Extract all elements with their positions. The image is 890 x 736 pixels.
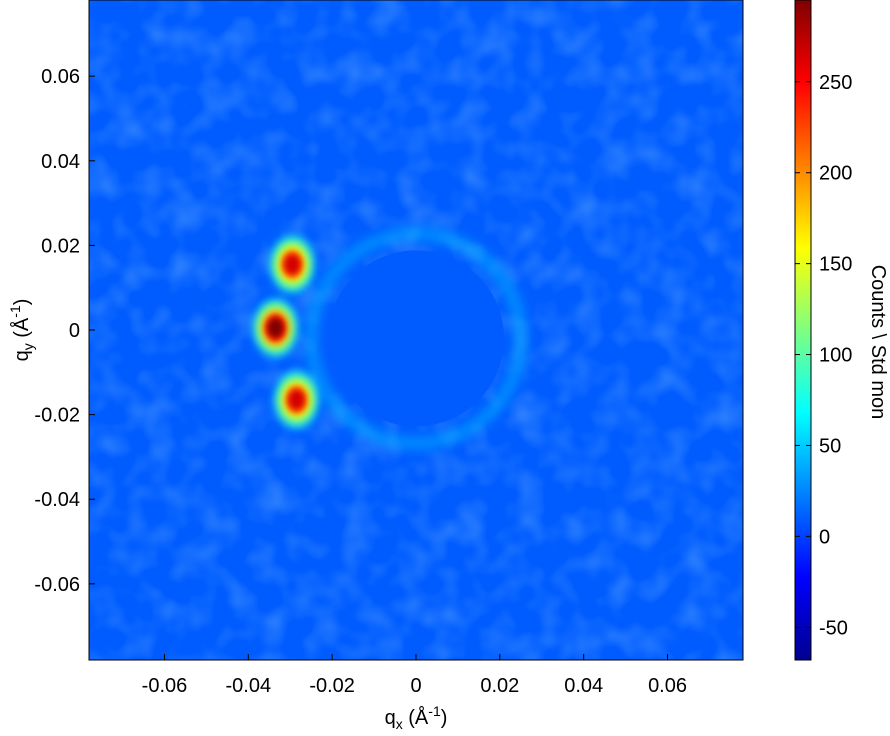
peak-contour (267, 317, 284, 338)
colorbar-tick-label: 200 (819, 163, 852, 185)
x-tick-label: 0.06 (648, 675, 687, 697)
x-tick-label: 0.02 (480, 675, 519, 697)
colorbar-tick-label: 0 (819, 526, 830, 548)
colorbar-ticks: 250 200 150 100 50 0 -50 (795, 72, 852, 639)
y-tick-label: 0 (69, 320, 80, 342)
y-tick-label: 0.04 (41, 151, 80, 173)
colorbar-tick-label: 250 (819, 72, 852, 94)
beamstop (327, 250, 505, 427)
x-tick-label: -0.06 (142, 675, 188, 697)
y-tick-label: -0.04 (34, 489, 80, 511)
x-axis-label: qx (Å-1) (385, 703, 448, 732)
y-axis-label: qy (Å-1) (7, 299, 36, 362)
colorbar-tick-label: -50 (819, 617, 848, 639)
ring-halo (304, 226, 528, 451)
colorbar-tick-label: 100 (819, 345, 852, 367)
bragg-peaks (254, 236, 318, 428)
peak (271, 236, 314, 293)
colorbar-tick-label: 150 (819, 254, 852, 276)
colorbar: 250 200 150 100 50 0 -50 Counts \ Std mon (794, 0, 889, 661)
peak-contour (284, 254, 301, 275)
colorbar-gradient (794, 0, 812, 661)
x-tick-label: 0 (410, 675, 421, 697)
x-tick-label: -0.02 (309, 675, 355, 697)
y-tick-label: -0.02 (34, 405, 80, 427)
peak (275, 372, 318, 428)
x-tick-label: 0.04 (564, 675, 603, 697)
peak-contour (288, 389, 305, 410)
peak (254, 300, 297, 356)
x-axis: -0.06 -0.04 -0.02 0 0.02 0.04 0.06 (142, 654, 687, 697)
scattering-ring (304, 226, 528, 451)
y-tick-label: -0.06 (34, 574, 80, 596)
y-tick-label: 0.02 (41, 235, 80, 257)
x-tick-label: -0.04 (226, 675, 272, 697)
y-tick-label: 0.06 (41, 66, 80, 88)
heatmap-image (89, 0, 743, 660)
colorbar-tick-label: 50 (819, 435, 841, 457)
colorbar-label: Counts \ Std mon (867, 265, 889, 420)
y-axis: 0.06 0.04 0.02 0 -0.02 -0.04 -0.06 (34, 66, 95, 596)
